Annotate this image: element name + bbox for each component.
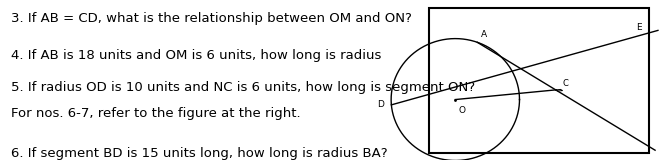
Text: C: C	[562, 79, 568, 88]
Text: O: O	[459, 106, 465, 115]
Text: For nos. 6-7, refer to the figure at the right.: For nos. 6-7, refer to the figure at the…	[11, 107, 301, 121]
Text: 3. If AB = CD, what is the relationship between OM and ON?: 3. If AB = CD, what is the relationship …	[11, 12, 412, 25]
Text: D: D	[377, 100, 384, 109]
Text: 4. If AB is 18 units and OM is 6 units, how long is radius: 4. If AB is 18 units and OM is 6 units, …	[11, 49, 382, 62]
Text: 6. If segment BD is 15 units long, how long is radius BA?: 6. If segment BD is 15 units long, how l…	[11, 147, 388, 160]
Text: E: E	[637, 23, 642, 32]
Bar	[429, 8, 648, 153]
Text: A: A	[480, 30, 486, 39]
Text: 5. If radius OD is 10 units and NC is 6 units, how long is segment ON?: 5. If radius OD is 10 units and NC is 6 …	[11, 81, 475, 93]
